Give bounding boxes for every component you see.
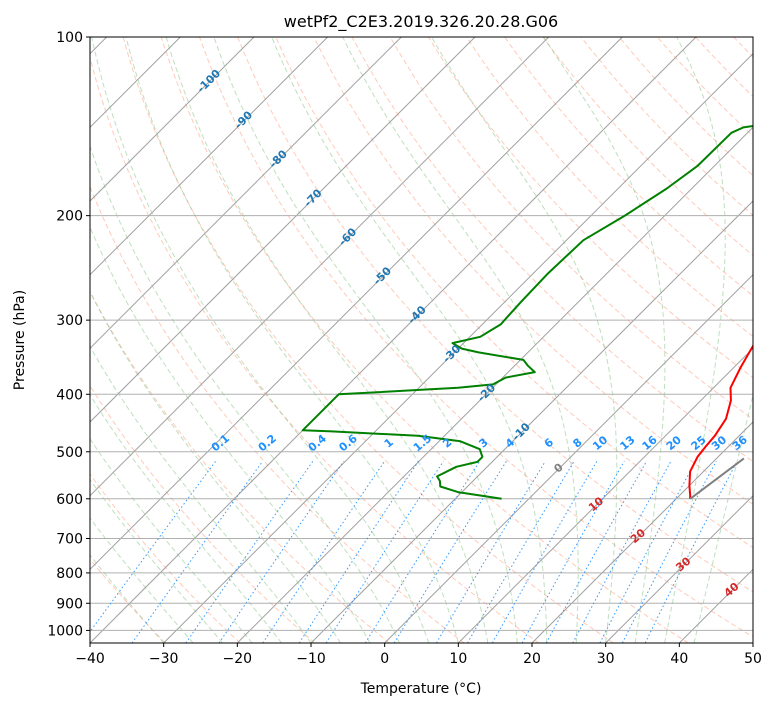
isotherm-line [90,37,623,571]
x-tick-label: 20 [523,651,541,667]
mixing-ratio-line [491,460,598,643]
x-tick-label: 50 [744,651,762,667]
dry-adiabat-line [427,37,753,379]
moist-adiabat-line [90,290,341,643]
mixing-ratio-line [262,460,386,643]
moist-adiabat-line [543,37,666,643]
dry-adiabat-line [275,37,753,549]
x-tick-label: 30 [597,651,615,667]
mixing-ratio-line [467,460,575,643]
moist-adiabat-line [90,144,400,643]
plot-frame [89,36,754,644]
mixing-ratio-line [218,460,345,643]
isotherm-line [90,37,329,276]
isotherm-line [90,37,255,202]
y-tick-label: 700 [56,532,83,548]
moist-adiabat-line [90,478,223,643]
isotherm-line [90,37,476,423]
isotherm-line [90,37,402,350]
moist-adiabat-line [342,37,579,643]
y-tick-label: 800 [56,566,83,582]
dry-adiabat-line [351,37,753,463]
x-tick-label: −30 [149,651,179,667]
x-tick-label: 40 [670,651,688,667]
moist-adiabat-line [664,37,726,643]
dry-adiabat-line [466,37,753,338]
moist-adiabat-line [90,393,282,643]
mixing-ratio-line [545,460,647,643]
dry-adiabat-line [90,384,316,643]
moist-adiabat-line [91,37,430,643]
mixing-ratio-line [131,460,264,643]
moist-adiabat-line [165,37,489,643]
x-tick-label: −10 [296,651,326,667]
x-axis-title: Temperature (°C) [360,681,482,697]
dewpoint-profile-line [301,124,753,500]
dry-adiabat-line [504,37,753,297]
moist-adiabat-line [213,37,518,643]
moist-adiabat-line [693,393,753,643]
x-axis: −40 −30 −20 −10 0 10 20 30 40 50 [75,643,762,667]
parcel-path-line [689,457,745,500]
x-tick-label: 10 [449,651,467,667]
moist-adiabat-line [431,37,618,643]
isotherm-line [90,37,550,497]
dry-adiabat-line [90,473,241,643]
mixing-ratio-line [298,460,419,643]
moist-adiabat-line [125,37,459,643]
x-tick-label: −40 [75,651,105,667]
dry-adiabat-line [313,37,753,505]
mixing-ratio-line [435,460,546,643]
moist-adiabat-line [90,437,253,643]
x-tick-label: 0 [380,651,389,667]
y-tick-label: 100 [56,30,83,46]
y-tick-label: 400 [56,387,83,403]
y-tick-label: 900 [56,596,83,612]
background-grid [90,37,753,643]
x-tick-label: −20 [223,651,253,667]
y-tick-label: 500 [56,445,83,461]
isotherm-line [90,37,697,643]
temperature-profile-line [688,343,753,499]
dry-adiabat-line [237,37,753,593]
y-axis-title: Pressure (hPa) [12,290,28,390]
y-tick-label: 600 [56,492,83,508]
isotherm-line [236,126,753,643]
sounding-series [301,124,753,500]
isotherm-line [310,200,753,643]
dry-adiabat-line [90,290,390,643]
y-tick-label: 200 [56,209,83,225]
isotherm-line [457,347,753,643]
mixing-ratio-line [90,460,217,633]
mixing-ratio-line [644,460,738,643]
isotherm-line [605,494,753,643]
isotherm-line [384,273,753,643]
y-axis: 100 200 300 400 500 600 700 800 900 1000 [47,30,90,639]
mixing-ratio-line [325,460,444,643]
moist-adiabat-line [90,225,371,643]
dry-adiabat-line [580,37,753,216]
y-tick-label: 1000 [47,623,83,639]
dry-adiabat-line [90,185,465,643]
dry-adiabat-line [122,37,614,643]
dry-adiabat-line [90,55,540,643]
chart-title: wetPf2_C2E3.2019.326.20.28.G06 [284,12,558,32]
isotherm-line [531,421,753,643]
mixing-ratio-line [185,460,314,643]
y-tick-label: 300 [56,313,83,329]
dry-adiabat-line [160,37,689,643]
